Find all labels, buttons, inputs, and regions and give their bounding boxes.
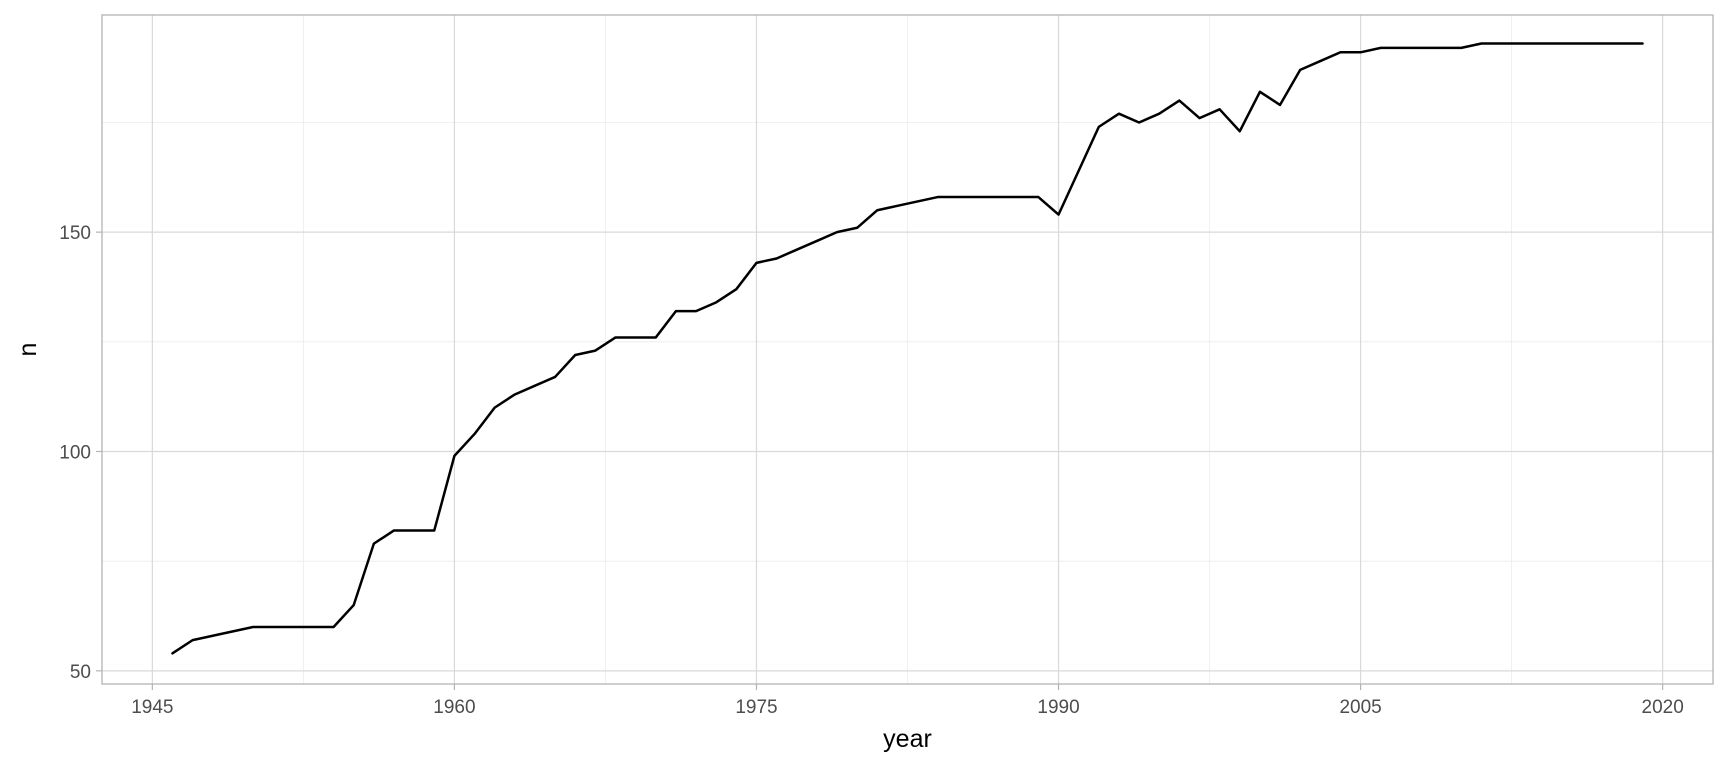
x-tick-label: 2005 — [1339, 697, 1381, 718]
series-line — [171, 42, 1644, 655]
x-tick-label: 1945 — [131, 697, 173, 718]
y-tick-label: 100 — [59, 442, 91, 463]
y-tick-label: 150 — [59, 223, 91, 244]
y-axis-ticks: 50 100 150 — [59, 223, 102, 683]
x-axis-ticks: 1945 1960 1975 1990 2005 2020 — [131, 684, 1684, 718]
y-tick-label: 50 — [70, 662, 91, 683]
series-layer — [171, 42, 1644, 655]
major-gridlines — [102, 15, 1713, 684]
x-tick-label: 1975 — [735, 697, 777, 718]
y-axis-title: n — [14, 343, 42, 357]
x-tick-label: 1960 — [433, 697, 475, 718]
x-tick-label: 2020 — [1642, 697, 1684, 718]
plot-panel-border — [101, 14, 1714, 685]
x-axis-title: year — [883, 725, 932, 753]
minor-gridlines — [102, 15, 1713, 684]
x-tick-label: 1990 — [1037, 697, 1079, 718]
